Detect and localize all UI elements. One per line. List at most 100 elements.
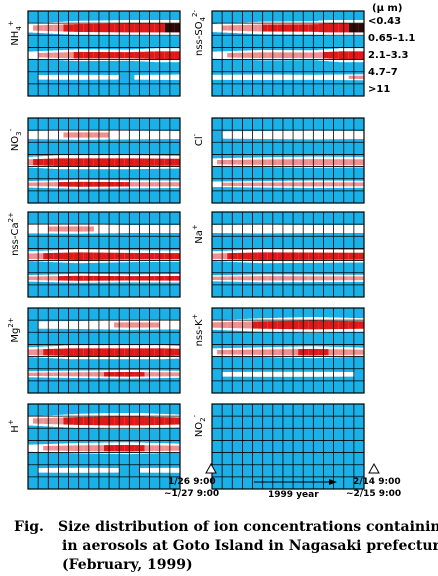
concentration-band [159,130,166,140]
concentration-band [43,321,49,329]
concentration-core [114,252,120,260]
concentration-core [33,182,39,187]
panel-h-8: H+ [7,403,181,490]
concentration-core [217,349,223,355]
concentration-band [257,371,264,377]
concentration-band [164,225,171,233]
concentration-core [358,276,365,281]
concentration-core [247,252,253,260]
concentration-core [358,75,365,79]
concentration-core [298,182,304,187]
concentration-band [267,224,274,234]
concentration-core [303,252,309,260]
concentration-core [58,372,64,377]
concentration-core [343,321,350,329]
concentration-core [288,276,294,281]
concentration-core [114,372,120,377]
concentration-core [83,23,90,33]
concentration-core [149,445,156,452]
concentration-core [308,182,314,187]
concentration-core [169,348,176,356]
concentration-band [43,130,49,140]
concentration-core [174,253,181,260]
concentration-core [73,348,80,357]
concentration-band [338,130,345,140]
concentration-core [104,416,110,426]
concentration-band [348,225,355,233]
concentration-core [257,276,264,281]
concentration-core [222,25,228,31]
concentration-core [272,349,279,356]
concentration-core [114,52,120,59]
concentration-core [129,416,135,426]
concentration-band [43,467,49,473]
concentration-band [109,320,115,330]
ion-label: Na+ [191,224,205,244]
concentration-core [124,52,130,59]
concentration-core [33,253,39,260]
concentration-band [252,74,258,81]
concentration-core [98,23,105,33]
concentration-band [257,131,264,139]
concentration-core [222,159,228,165]
concentration-core [267,252,274,261]
concentration-core [247,276,253,281]
concentration-band [338,74,345,81]
concentration-core [242,182,248,186]
concentration-core [237,349,243,355]
concentration-core [38,182,44,187]
concentration-core [262,276,269,281]
concentration-core [149,322,156,328]
concentration-core [338,159,345,166]
concentration-core [282,182,289,187]
concentration-core [88,416,95,426]
concentration-core [272,252,279,261]
concentration-core [33,418,39,424]
concentration-core [144,322,150,328]
concentration-core [343,159,350,166]
concentration-core [134,276,140,281]
concentration-core [247,52,253,58]
concentration-band [252,131,258,139]
concentration-band [252,224,258,234]
concentration-core [68,24,74,32]
concentration-band [68,467,74,473]
concentration-band [217,74,223,80]
concentration-core [338,252,345,260]
concentration-core [169,253,176,260]
concentration-band [343,130,350,140]
concentration-band [124,224,130,234]
concentration-core [149,416,156,426]
concentration-core [78,132,85,138]
concentration-band [48,321,54,329]
concentration-core [119,52,125,59]
concentration-core [73,226,80,232]
concentration-band [63,467,69,473]
concentration-core [154,51,161,60]
concentration-core [154,276,161,281]
concentration-core [53,372,59,377]
concentration-core [154,182,161,187]
concentration-core [282,252,289,260]
concentration-band [104,320,110,330]
concentration-band [333,74,340,81]
concentration-band [119,224,125,234]
concentration-core [139,51,145,59]
concentration-core [93,158,100,167]
concentration-band [288,74,294,80]
concentration-core [353,75,360,79]
concentration-core [237,321,243,329]
concentration-core [144,445,150,452]
concentration-core [129,52,135,59]
concentration-core [262,252,269,261]
concentration-core [88,226,95,232]
concentration-core [88,445,95,452]
concentration-core [358,51,365,60]
concentration-core [303,349,309,356]
concentration-core [124,158,130,167]
concentration-core [139,322,145,328]
panel-no3-2: NO3- [7,117,181,204]
panel-frame [211,307,365,394]
ion-label: Cl- [191,133,205,146]
panel-frame [211,10,365,97]
